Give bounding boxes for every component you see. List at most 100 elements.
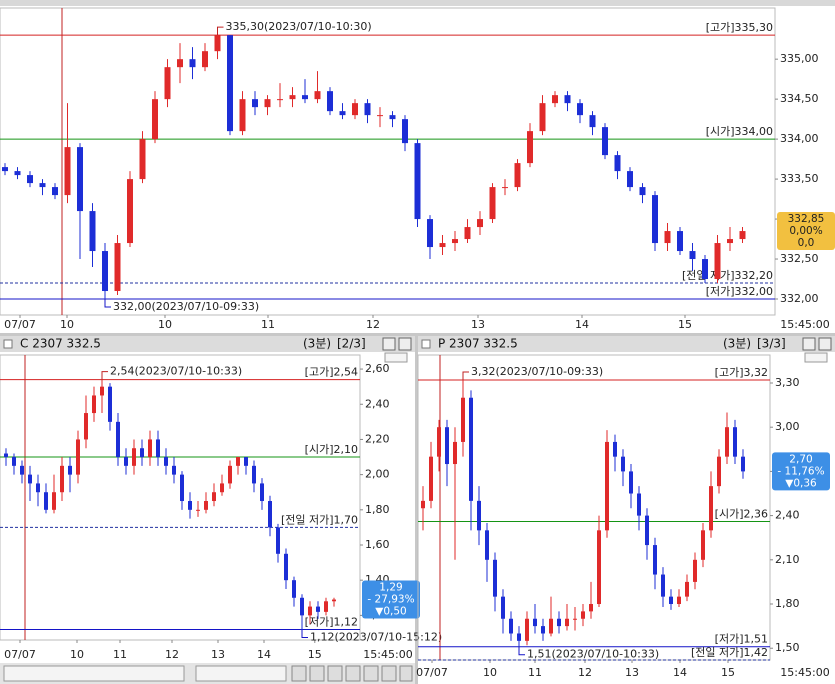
button-tool[interactable] [399,665,413,682]
candle-body [702,259,708,280]
candle-body [68,465,72,475]
candle-body [180,474,184,502]
button-next[interactable] [327,665,343,682]
candle-body [477,219,483,228]
candle-body [552,95,558,104]
level-label: [전일 저가]1,42 [691,645,768,659]
candle-body [332,599,336,602]
panel-page: [2/3] [337,337,366,351]
zoom-slider[interactable] [195,665,287,682]
button-close[interactable] [818,337,832,351]
candle-body [652,195,658,244]
x-tick-label: 07/07 [4,318,36,331]
x-tick-label: 11 [261,318,275,331]
level-label: [고가]335,30 [706,21,773,34]
candle-body [252,99,258,108]
candle-body [77,147,83,212]
button-settings[interactable] [382,337,396,351]
candle-body [124,457,128,466]
candle-body [76,439,80,475]
candle-body [509,618,513,634]
candle-body [12,457,16,466]
scrollbar[interactable] [3,665,185,682]
x-end-label: 15:45:00 [363,648,412,661]
candle-body [60,465,64,493]
candle-body [514,163,521,188]
last-price-text: - 11,76% [777,465,824,477]
candle-body [439,243,446,248]
x-tick-label: 15 [721,666,735,679]
candle-body [639,187,646,196]
header-checkbox [3,339,13,349]
x-tick-label: 13 [211,648,225,661]
annotation: 2,54(2023/07/10-10:33) [110,365,242,378]
candle-body [602,127,608,156]
candle-body [421,500,425,509]
last-price-text: - 27,93% [367,594,414,606]
x-tick-label: 11 [528,666,542,679]
x-tick-label: 12 [366,318,380,331]
candle-body [44,492,48,510]
x-tick-label: 07/07 [4,648,36,661]
candle-body [605,441,609,531]
candle-body [501,596,505,619]
candle-body [139,139,146,180]
candle-body [685,581,689,597]
level-label: [시가]334,00 [706,125,773,138]
candle-body [39,183,46,188]
candle-body [127,179,133,244]
candle-body [527,131,533,164]
candle-body [452,239,458,244]
level-label: [저가]1,51 [715,633,768,646]
candle-body [339,111,346,116]
candle-body [36,483,40,493]
plot-area [0,7,776,316]
candle-body [239,99,246,132]
candle-body [164,457,168,466]
level-label: [저가]1,12 [305,615,358,628]
candle-body [573,618,577,620]
candle-body [276,527,280,554]
y-tick-label: 1,80 [775,597,800,610]
candle-body [533,618,537,627]
button-zoom[interactable] [381,665,397,682]
y-tick-label: 335,00 [780,52,819,65]
annotation-arrow [101,371,108,380]
candle-body [244,457,248,466]
button-stop[interactable] [309,665,325,682]
button-close[interactable] [398,337,412,351]
last-price-text: 0,00% [789,225,822,237]
panel-interval: (3분) [303,337,331,351]
plot-area [0,354,361,641]
level-label: [저가]332,00 [706,285,773,298]
candle-body [268,501,272,528]
level-label: [시가]2,36 [715,507,768,520]
last-price-text: 2,70 [789,453,812,465]
candle-body [693,559,697,582]
candle-body [517,633,521,641]
candle-body [28,474,32,484]
x-tick-label: 10 [483,666,497,679]
candle-body [2,167,8,172]
candle-body [701,530,705,560]
y-tick-label: 1,80 [365,503,390,516]
header-checkbox [421,339,431,349]
button-zoom-out[interactable] [363,665,379,682]
button-zoom-in[interactable] [345,665,361,682]
candle-body [100,386,104,396]
candle-body [277,99,283,101]
candle-body [629,471,633,494]
last-price-text: 1,29 [379,582,402,594]
candle-body [739,231,746,240]
candle-body [202,51,208,68]
candle-body [564,95,571,104]
candle-body [453,441,457,465]
button-settings[interactable] [802,337,816,351]
candle-body [264,99,271,108]
panel-interval: (3분) [723,337,751,351]
last-price-box [777,212,835,251]
button-prev[interactable] [291,665,307,682]
x-tick-label: 12 [578,666,592,679]
level-label: [전일 저가]1,70 [281,512,358,526]
candle-body [645,515,649,546]
